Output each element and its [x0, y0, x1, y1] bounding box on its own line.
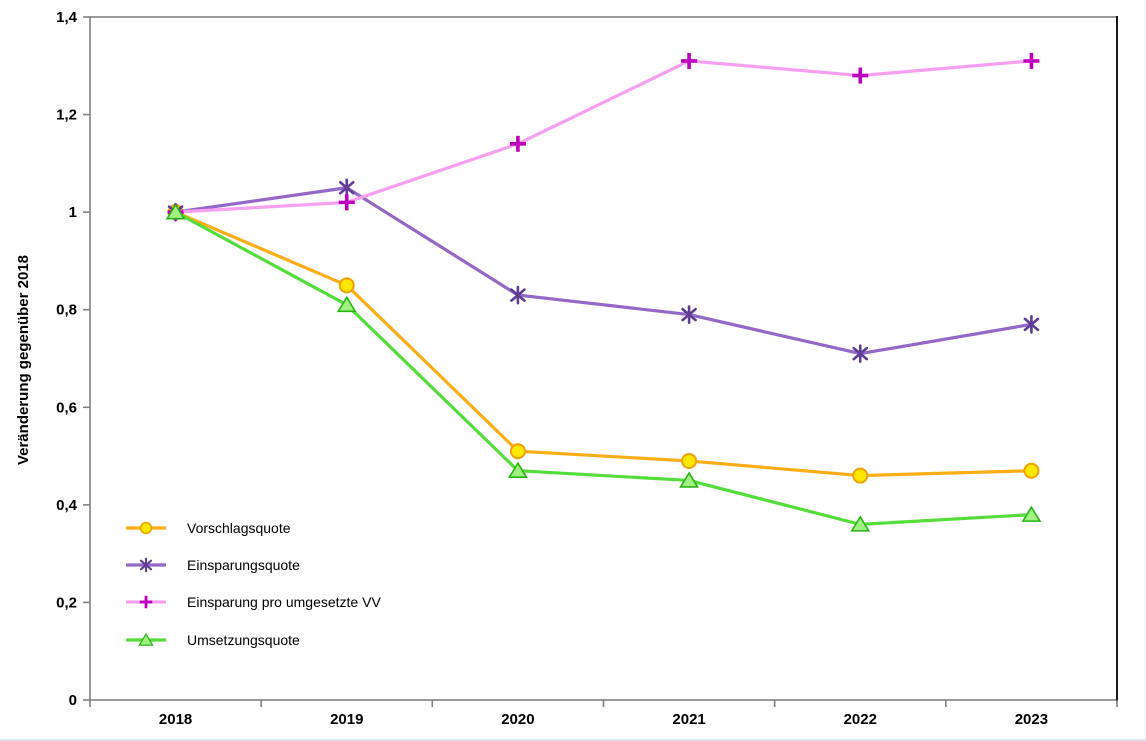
series-3 — [165, 203, 1042, 532]
series-line — [173, 210, 1034, 526]
triangle-marker — [336, 295, 357, 313]
x-tick-label: 2023 — [1015, 711, 1048, 728]
y-axis: 0 0,2 0,4 0,6 0,8 1 1,2 1,4 — [56, 9, 90, 709]
circle-marker — [852, 467, 869, 484]
circle-marker — [1023, 462, 1040, 479]
y-tick-label: 1,2 — [56, 107, 77, 124]
star-marker — [338, 178, 355, 198]
plus-marker — [338, 194, 355, 211]
x-axis: 2018 2019 2020 2021 2022 2023 — [89, 700, 1118, 728]
star-marker — [852, 344, 869, 363]
plus-marker — [509, 135, 526, 152]
triangle-marker — [1021, 505, 1042, 522]
triangle-marker-icon — [125, 631, 167, 649]
y-axis-title: Veränderung gegenüber 2018 — [15, 254, 32, 466]
star-marker-icon — [125, 556, 167, 574]
circle-marker-icon — [125, 519, 167, 537]
series-line — [173, 186, 1034, 356]
series-2 — [167, 52, 1040, 221]
plus-marker — [681, 52, 698, 69]
y-tick-label: 0 — [69, 692, 77, 709]
circle-marker — [338, 277, 355, 294]
legend: Vorschlagsquote Einsparungsquote Einspar… — [125, 509, 381, 658]
plus-marker — [852, 67, 869, 84]
legend-label: Einsparung pro umgesetzte VV — [187, 594, 381, 611]
legend-item: Vorschlagsquote — [125, 509, 381, 546]
y-tick-label: 0,2 — [56, 594, 77, 611]
circle-marker — [681, 452, 698, 469]
circle-marker — [139, 521, 153, 534]
x-tick-label: 2022 — [844, 711, 877, 728]
triangle-marker — [507, 461, 528, 479]
legend-item: Einsparung pro umgesetzte VV — [125, 584, 381, 621]
star-marker — [510, 285, 526, 305]
legend-item: Einsparungsquote — [125, 546, 381, 583]
plus-marker — [1023, 52, 1040, 69]
y-tick-label: 1 — [69, 204, 77, 221]
circle-marker — [509, 443, 526, 460]
plus-marker — [139, 595, 153, 609]
legend-item: Umsetzungsquote — [125, 621, 381, 658]
y-tick-label: 0,6 — [56, 399, 77, 416]
x-tick-label: 2019 — [330, 711, 363, 728]
legend-label: Vorschlagsquote — [187, 519, 291, 536]
triangle-marker — [679, 471, 700, 488]
x-tick-label: 2020 — [501, 711, 534, 728]
series-line — [173, 210, 1034, 478]
star-marker — [1023, 315, 1040, 334]
y-tick-label: 0,4 — [56, 497, 78, 514]
star-marker — [681, 305, 697, 324]
triangle-marker — [850, 515, 871, 532]
triangle-marker — [165, 203, 186, 220]
star-marker — [139, 557, 153, 573]
y-tick-label: 0,8 — [56, 302, 77, 319]
x-tick-label: 2018 — [159, 711, 192, 728]
series-line — [173, 59, 1034, 214]
x-tick-label: 2021 — [672, 711, 705, 728]
triangle-marker — [138, 632, 154, 646]
legend-label: Einsparungsquote — [187, 556, 300, 573]
y-tick-label: 1,4 — [56, 9, 78, 26]
plus-marker-icon — [125, 593, 167, 611]
series-1 — [167, 178, 1040, 363]
legend-label: Umsetzungsquote — [187, 631, 300, 648]
